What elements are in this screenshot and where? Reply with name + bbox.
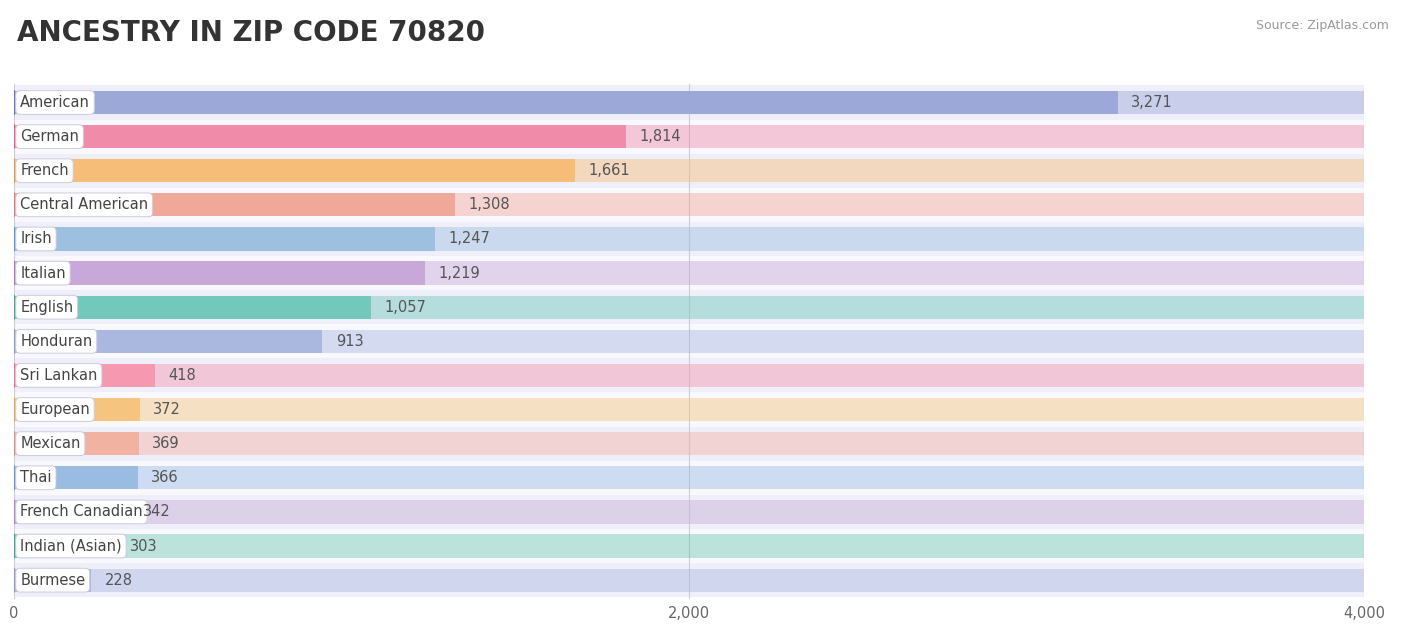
Bar bbox=[14, 466, 1364, 489]
Text: German: German bbox=[20, 129, 79, 144]
Text: Sri Lankan: Sri Lankan bbox=[20, 368, 97, 383]
Bar bbox=[14, 529, 1364, 563]
Bar bbox=[14, 296, 371, 319]
Text: 913: 913 bbox=[336, 334, 363, 349]
Text: English: English bbox=[20, 299, 73, 315]
Bar bbox=[14, 330, 322, 353]
Bar bbox=[14, 125, 1364, 148]
Bar bbox=[14, 125, 626, 148]
Text: 418: 418 bbox=[169, 368, 197, 383]
Bar bbox=[14, 91, 1118, 114]
Text: 1,308: 1,308 bbox=[470, 197, 510, 213]
Text: 3,271: 3,271 bbox=[1132, 95, 1173, 110]
Text: Mexican: Mexican bbox=[20, 436, 80, 451]
Bar bbox=[14, 159, 1364, 182]
Bar bbox=[14, 569, 1364, 592]
Bar bbox=[14, 364, 1364, 387]
Bar bbox=[14, 256, 1364, 290]
Bar bbox=[14, 188, 1364, 222]
Bar bbox=[14, 290, 1364, 325]
Bar bbox=[14, 432, 139, 455]
Text: 342: 342 bbox=[143, 504, 170, 520]
Text: French Canadian: French Canadian bbox=[20, 504, 143, 520]
Bar bbox=[14, 535, 1364, 558]
Text: Burmese: Burmese bbox=[20, 573, 86, 588]
Bar bbox=[14, 466, 138, 489]
Text: Central American: Central American bbox=[20, 197, 148, 213]
Text: Thai: Thai bbox=[20, 470, 52, 486]
Bar bbox=[14, 120, 1364, 154]
Text: Italian: Italian bbox=[20, 265, 66, 281]
Text: 1,661: 1,661 bbox=[588, 163, 630, 178]
Bar bbox=[14, 460, 1364, 495]
Text: 1,814: 1,814 bbox=[640, 129, 682, 144]
Text: 369: 369 bbox=[152, 436, 180, 451]
Text: 366: 366 bbox=[150, 470, 179, 486]
Bar bbox=[14, 227, 1364, 251]
Text: 303: 303 bbox=[129, 538, 157, 554]
Bar bbox=[14, 495, 1364, 529]
Bar bbox=[14, 426, 1364, 460]
Text: Indian (Asian): Indian (Asian) bbox=[20, 538, 122, 554]
Bar bbox=[14, 569, 91, 592]
Bar bbox=[14, 261, 426, 285]
Text: 1,057: 1,057 bbox=[384, 299, 426, 315]
Text: ANCESTRY IN ZIP CODE 70820: ANCESTRY IN ZIP CODE 70820 bbox=[17, 19, 485, 47]
Bar bbox=[14, 159, 575, 182]
Text: 228: 228 bbox=[104, 573, 132, 588]
Text: American: American bbox=[20, 95, 90, 110]
Text: Irish: Irish bbox=[20, 231, 52, 247]
Bar bbox=[14, 500, 1364, 524]
Bar bbox=[14, 563, 1364, 597]
Text: Honduran: Honduran bbox=[20, 334, 93, 349]
Text: 372: 372 bbox=[153, 402, 181, 417]
Bar bbox=[14, 86, 1364, 120]
Bar bbox=[14, 432, 1364, 455]
Text: European: European bbox=[20, 402, 90, 417]
Bar bbox=[14, 535, 117, 558]
Bar bbox=[14, 358, 1364, 392]
Text: 1,219: 1,219 bbox=[439, 265, 481, 281]
Bar bbox=[14, 296, 1364, 319]
Bar bbox=[14, 91, 1364, 114]
Bar bbox=[14, 261, 1364, 285]
Bar bbox=[14, 392, 1364, 426]
Bar bbox=[14, 154, 1364, 188]
Bar bbox=[14, 227, 434, 251]
Bar bbox=[14, 398, 139, 421]
Bar bbox=[14, 398, 1364, 421]
Bar bbox=[14, 330, 1364, 353]
Bar bbox=[14, 222, 1364, 256]
Text: French: French bbox=[20, 163, 69, 178]
Text: 1,247: 1,247 bbox=[449, 231, 491, 247]
Bar bbox=[14, 500, 129, 524]
Text: Source: ZipAtlas.com: Source: ZipAtlas.com bbox=[1256, 19, 1389, 32]
Bar bbox=[14, 364, 155, 387]
Bar bbox=[14, 325, 1364, 358]
Bar bbox=[14, 193, 456, 216]
Bar bbox=[14, 193, 1364, 216]
